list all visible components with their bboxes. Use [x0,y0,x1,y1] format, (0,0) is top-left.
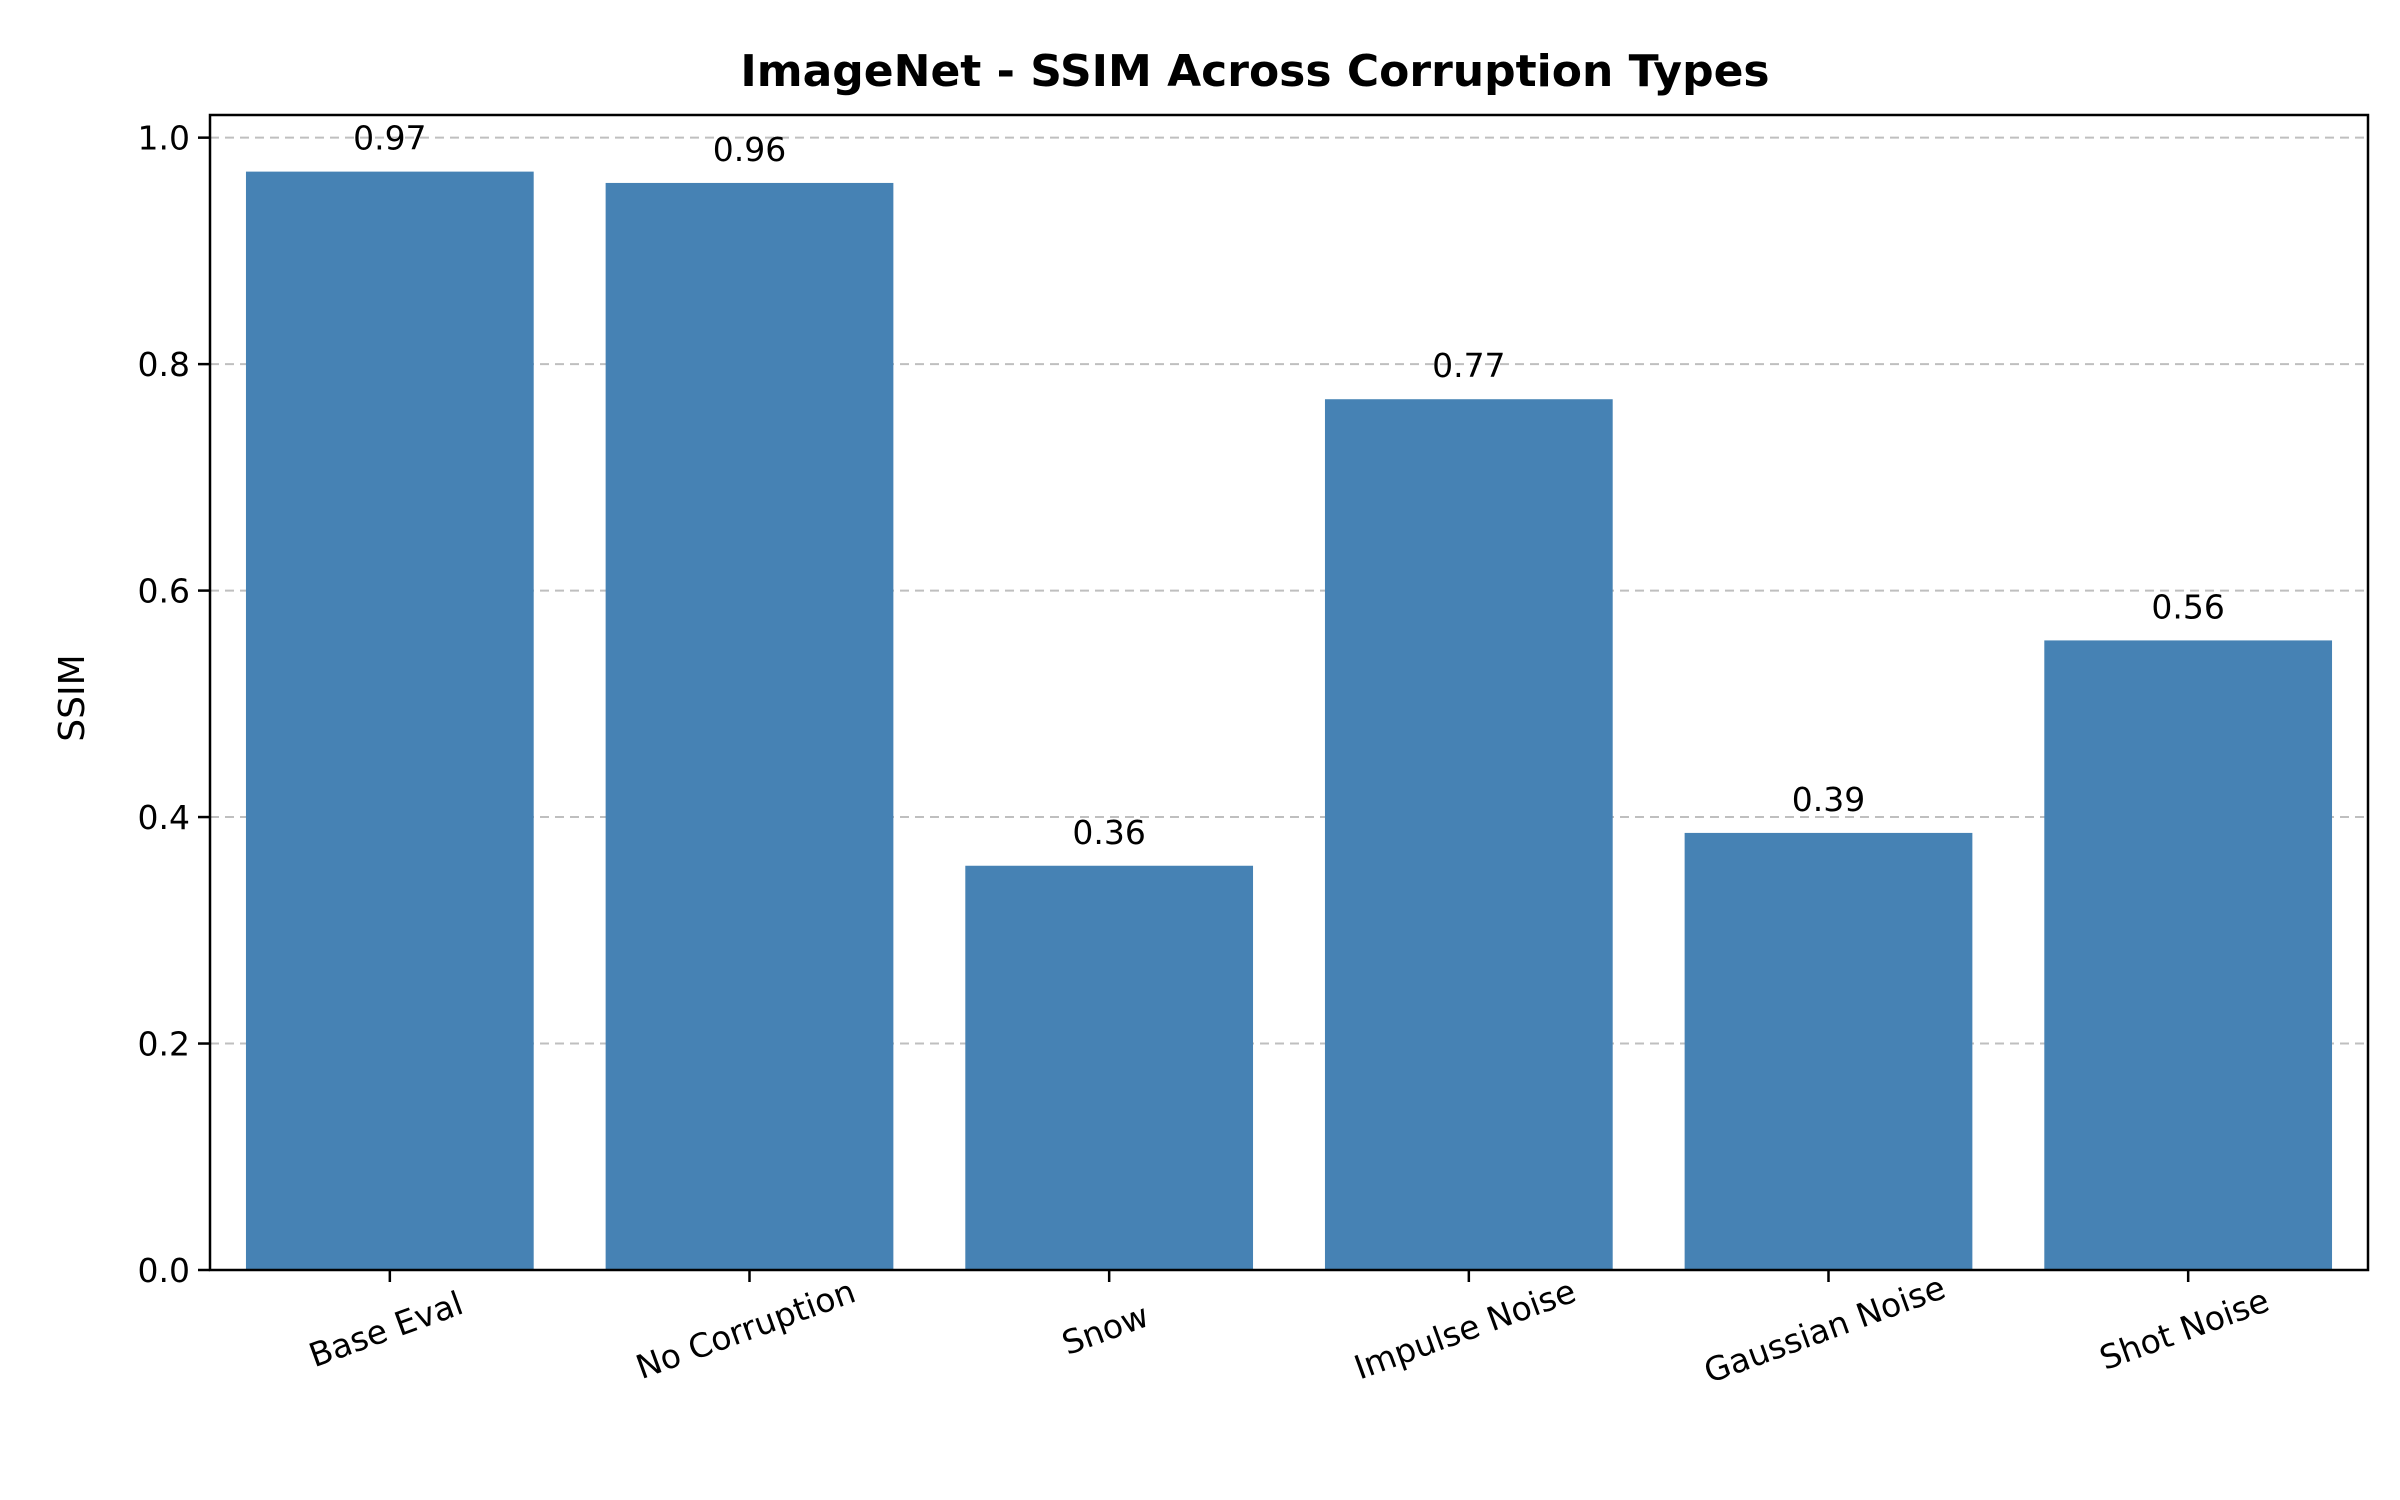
y-tick-label: 0.4 [138,798,190,837]
x-axis-ticks: Base Eval No Corruption Snow Impulse Noise G… [304,1268,2274,1391]
bar-value-label: 0.39 [1792,780,1865,819]
x-tick-label: Impulse Noise [1349,1271,1581,1387]
y-tick-label: 0.0 [138,1251,190,1290]
y-tick-label: 0.8 [138,345,190,384]
plot-area-frame [208,113,2370,1272]
x-tick-label: Snow [1057,1296,1154,1363]
x-tick-label: Shot Noise [2094,1281,2274,1378]
bar [605,182,894,1271]
bar-value-label: 0.96 [713,130,786,169]
bar-value-label: 0.36 [1072,813,1145,852]
y-axis-label: SSIM [52,654,93,741]
y-tick-label: 1.0 [138,119,190,158]
chart-title: ImageNet - SSIM Across Corruption Types [740,46,1769,97]
bar [1324,399,1613,1270]
bar-value-label: 0.77 [1432,346,1505,385]
bar-value-label: 0.56 [2151,587,2224,626]
x-tick-label: Gaussian Noise [1699,1268,1950,1391]
x-tick-label: No Corruption [631,1271,861,1386]
bar [965,865,1254,1270]
bar-value-label: 0.97 [353,119,426,158]
bar [2044,640,2333,1270]
y-axis-ticks: 0.0 0.2 0.4 0.6 0.8 1.0 [138,119,210,1290]
value-labels: 0.97 0.96 0.36 0.77 0.39 0.56 [353,119,2225,852]
bar [245,171,534,1270]
bars [245,171,2333,1271]
y-tick-label: 0.2 [138,1025,190,1064]
x-tick-label: Base Eval [304,1283,468,1375]
y-tick-label: 0.6 [138,572,190,611]
bar [1684,832,1973,1270]
